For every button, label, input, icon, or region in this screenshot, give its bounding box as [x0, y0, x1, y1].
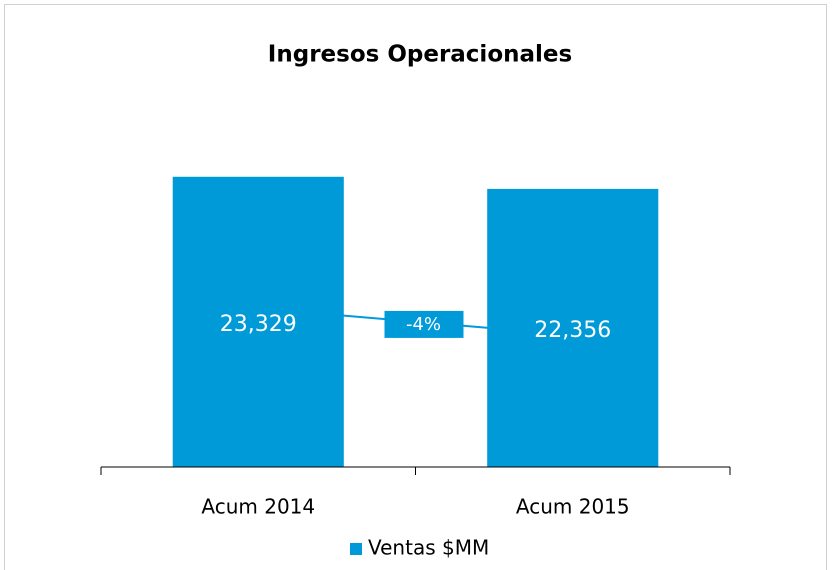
- x-tick-label: Acum 2015: [516, 495, 630, 519]
- chart-frame: [4, 4, 827, 570]
- value-label: 22,356: [534, 318, 611, 343]
- annotation-box: [384, 310, 464, 338]
- chart-title: Ingresos Operacionales: [268, 42, 572, 68]
- legend-swatch: [350, 543, 362, 555]
- value-label: 23,329: [220, 312, 297, 337]
- legend-label: Ventas $MM: [368, 536, 489, 560]
- x-tick-label: Acum 2014: [201, 495, 315, 519]
- bar: [172, 176, 344, 468]
- bar: [487, 188, 659, 467]
- annotation: -4%: [406, 314, 441, 335]
